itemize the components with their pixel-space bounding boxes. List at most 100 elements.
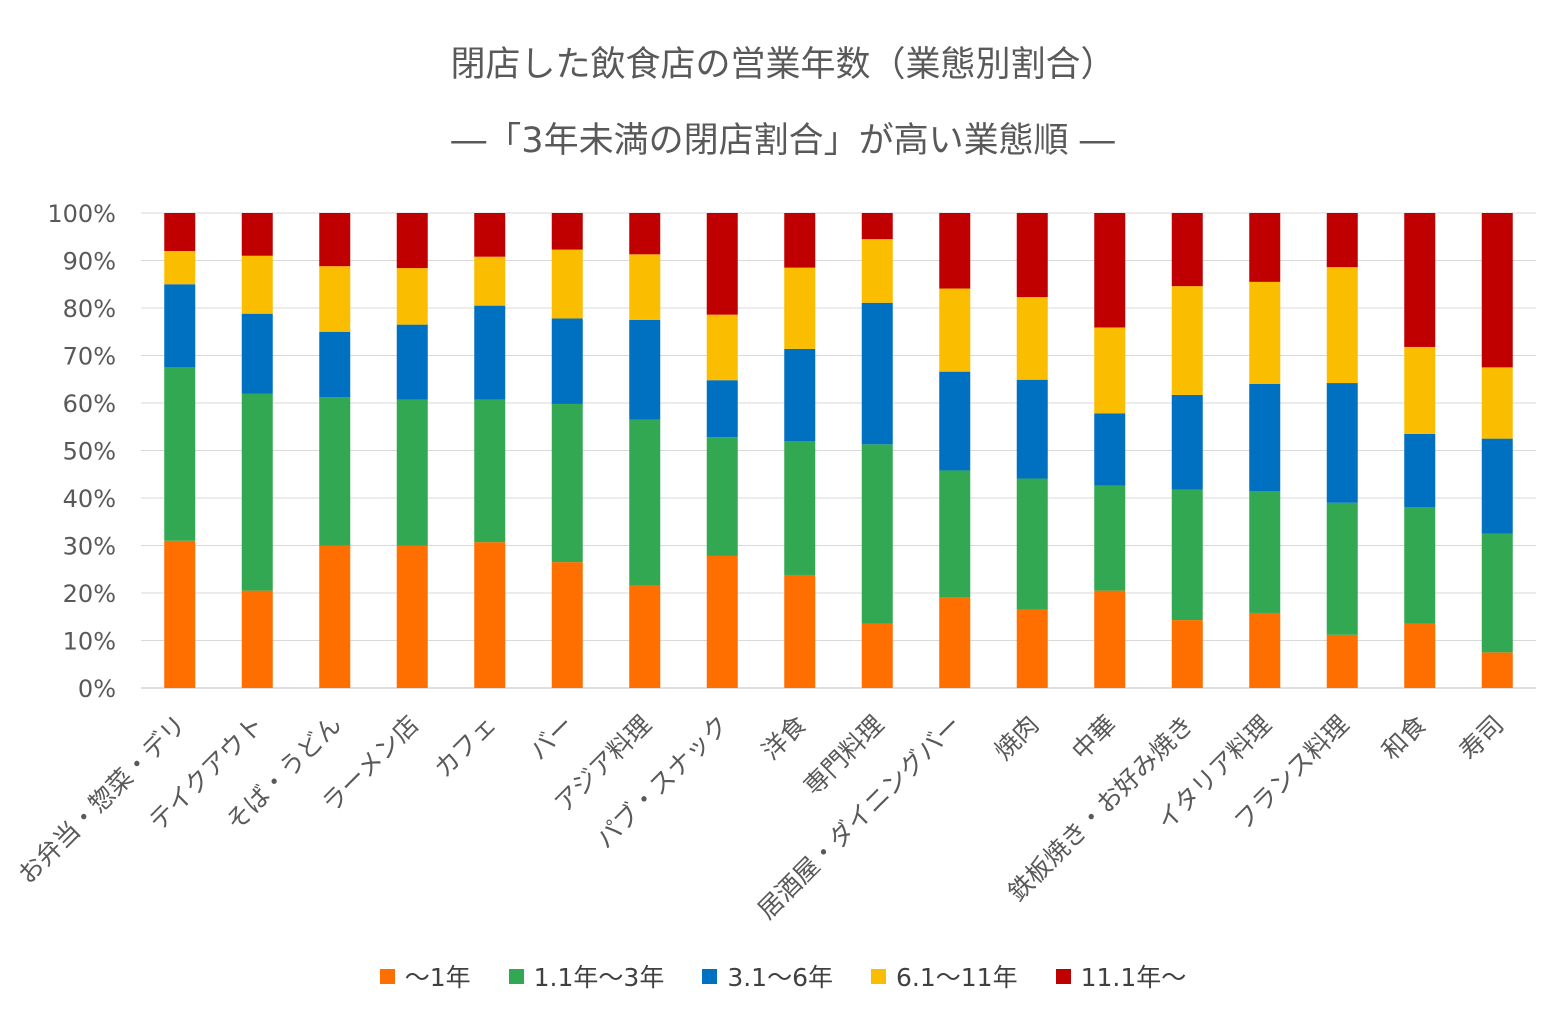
x-tick-label: 中華 [1066, 710, 1122, 766]
legend-label: 6.1～11年 [896, 963, 1018, 992]
x-tick-label: 洋食 [756, 710, 812, 766]
bar-segment-1 [1249, 491, 1281, 613]
bar-segment-1 [474, 399, 506, 543]
legend-swatch-s4 [1055, 968, 1071, 984]
bar-segment-1 [551, 403, 583, 563]
y-tick-label: 60% [63, 390, 116, 418]
bar-segment-0 [551, 562, 583, 688]
bar-segment-2 [1094, 413, 1126, 486]
x-tick-label: カフェ [428, 710, 502, 784]
bar-segment-0 [939, 597, 971, 688]
y-tick-label: 40% [63, 485, 116, 513]
bar-segment-1 [706, 437, 738, 556]
bar-segment-1 [396, 399, 428, 546]
gridlines [141, 212, 1536, 689]
bar-segment-3 [1404, 346, 1436, 434]
bar-segment-3 [164, 251, 196, 285]
bar-segment-1 [164, 367, 196, 541]
bar-segment-1 [319, 397, 351, 546]
bar-segment-0 [1404, 623, 1436, 688]
y-tick-label: 80% [63, 295, 116, 323]
bars-group [164, 213, 1513, 688]
bar-segment-4 [474, 213, 506, 257]
legend-label: 3.1～6年 [727, 963, 833, 992]
legend-swatch-s0 [379, 968, 395, 984]
bar-segment-3 [629, 254, 661, 320]
bar-segment-0 [784, 574, 816, 688]
bar-segment-3 [1171, 286, 1203, 395]
bar-segment-2 [784, 348, 816, 441]
bar-segment-4 [1171, 213, 1203, 287]
bar-segment-4 [1016, 213, 1048, 298]
y-tick-label: 90% [63, 248, 116, 276]
bar-segment-1 [1326, 502, 1358, 635]
bar-segment-3 [939, 288, 971, 372]
bar-segment-4 [1404, 213, 1436, 347]
bar-segment-1 [1016, 478, 1048, 610]
bar-segment-2 [551, 318, 583, 404]
legend-swatch-s2 [702, 968, 718, 984]
bar-segment-0 [1016, 609, 1048, 688]
legend-item: 1.1年～3年 [508, 958, 665, 994]
bar-segment-0 [241, 590, 273, 688]
bar-segment-1 [939, 470, 971, 598]
bar-segment-2 [1249, 384, 1281, 492]
y-tick-label: 10% [63, 628, 116, 656]
bar-segment-4 [241, 213, 273, 256]
y-tick-label: 30% [63, 533, 116, 561]
bar-segment-1 [1171, 489, 1203, 621]
bar-segment-2 [241, 313, 273, 394]
bar-segment-2 [1404, 433, 1436, 508]
bar-segment-0 [706, 555, 738, 688]
bar-segment-4 [551, 213, 583, 250]
bar-segment-1 [241, 393, 273, 591]
bar-segment-1 [1481, 533, 1513, 653]
bar-segment-3 [1481, 367, 1513, 439]
bar-segment-2 [1326, 383, 1358, 503]
bar-segment-0 [1249, 612, 1281, 688]
bar-segment-1 [784, 441, 816, 575]
x-tick-label: バー [524, 710, 580, 766]
bar-segment-0 [474, 542, 506, 688]
legend: ～1年 1.1年～3年 3.1～6年 6.1～11年 11.1年～ [0, 958, 1566, 994]
bar-segment-3 [319, 266, 351, 332]
bar-segment-3 [241, 255, 273, 314]
bar-segment-3 [551, 249, 583, 319]
bar-segment-3 [861, 239, 893, 303]
x-tick-label: 焼肉 [989, 710, 1045, 766]
y-tick-label: 0% [78, 675, 116, 703]
bar-segment-3 [706, 314, 738, 381]
bar-segment-0 [1171, 620, 1203, 688]
bar-segment-4 [164, 213, 196, 251]
bar-segment-3 [1016, 297, 1048, 380]
y-axis-ticks: 0% 10% 20% 30% 40% 50% 60% 70% 80% 90% 100% [47, 200, 116, 703]
x-tick-label: 和食 [1376, 710, 1432, 766]
bar-segment-2 [939, 371, 971, 471]
bar-segment-4 [784, 213, 816, 268]
bar-segment-3 [784, 267, 816, 349]
bar-segment-3 [1094, 327, 1126, 414]
legend-label: 1.1年～3年 [533, 963, 665, 992]
bar-segment-1 [1404, 507, 1436, 624]
x-tick-label: 寿司 [1454, 710, 1510, 766]
bar-segment-2 [474, 305, 506, 400]
bar-segment-4 [706, 213, 738, 315]
bar-segment-4 [861, 213, 893, 240]
bar-segment-0 [861, 623, 893, 688]
legend-swatch-s1 [508, 968, 524, 984]
chart-subtitle: ―「3年未満の閉店割合」が高い業態順 ― [451, 121, 1115, 161]
legend-item: ～1年 [379, 958, 471, 994]
bar-segment-1 [1094, 485, 1126, 591]
stacked-bar-chart: 0% 10% 20% 30% 40% 50% 60% 70% 80% 90% 100% お弁当・惣菜… [12, 200, 1536, 925]
bar-segment-4 [1481, 213, 1513, 368]
y-tick-label: 20% [63, 580, 116, 608]
legend-label: 11.1年～ [1080, 963, 1187, 992]
legend-item: 6.1～11年 [871, 958, 1018, 994]
bar-segment-0 [629, 585, 661, 688]
bar-segment-4 [939, 213, 971, 289]
bar-segment-2 [706, 380, 738, 438]
bar-segment-2 [396, 324, 428, 400]
bar-segment-3 [1326, 267, 1358, 384]
bar-segment-1 [629, 419, 661, 586]
